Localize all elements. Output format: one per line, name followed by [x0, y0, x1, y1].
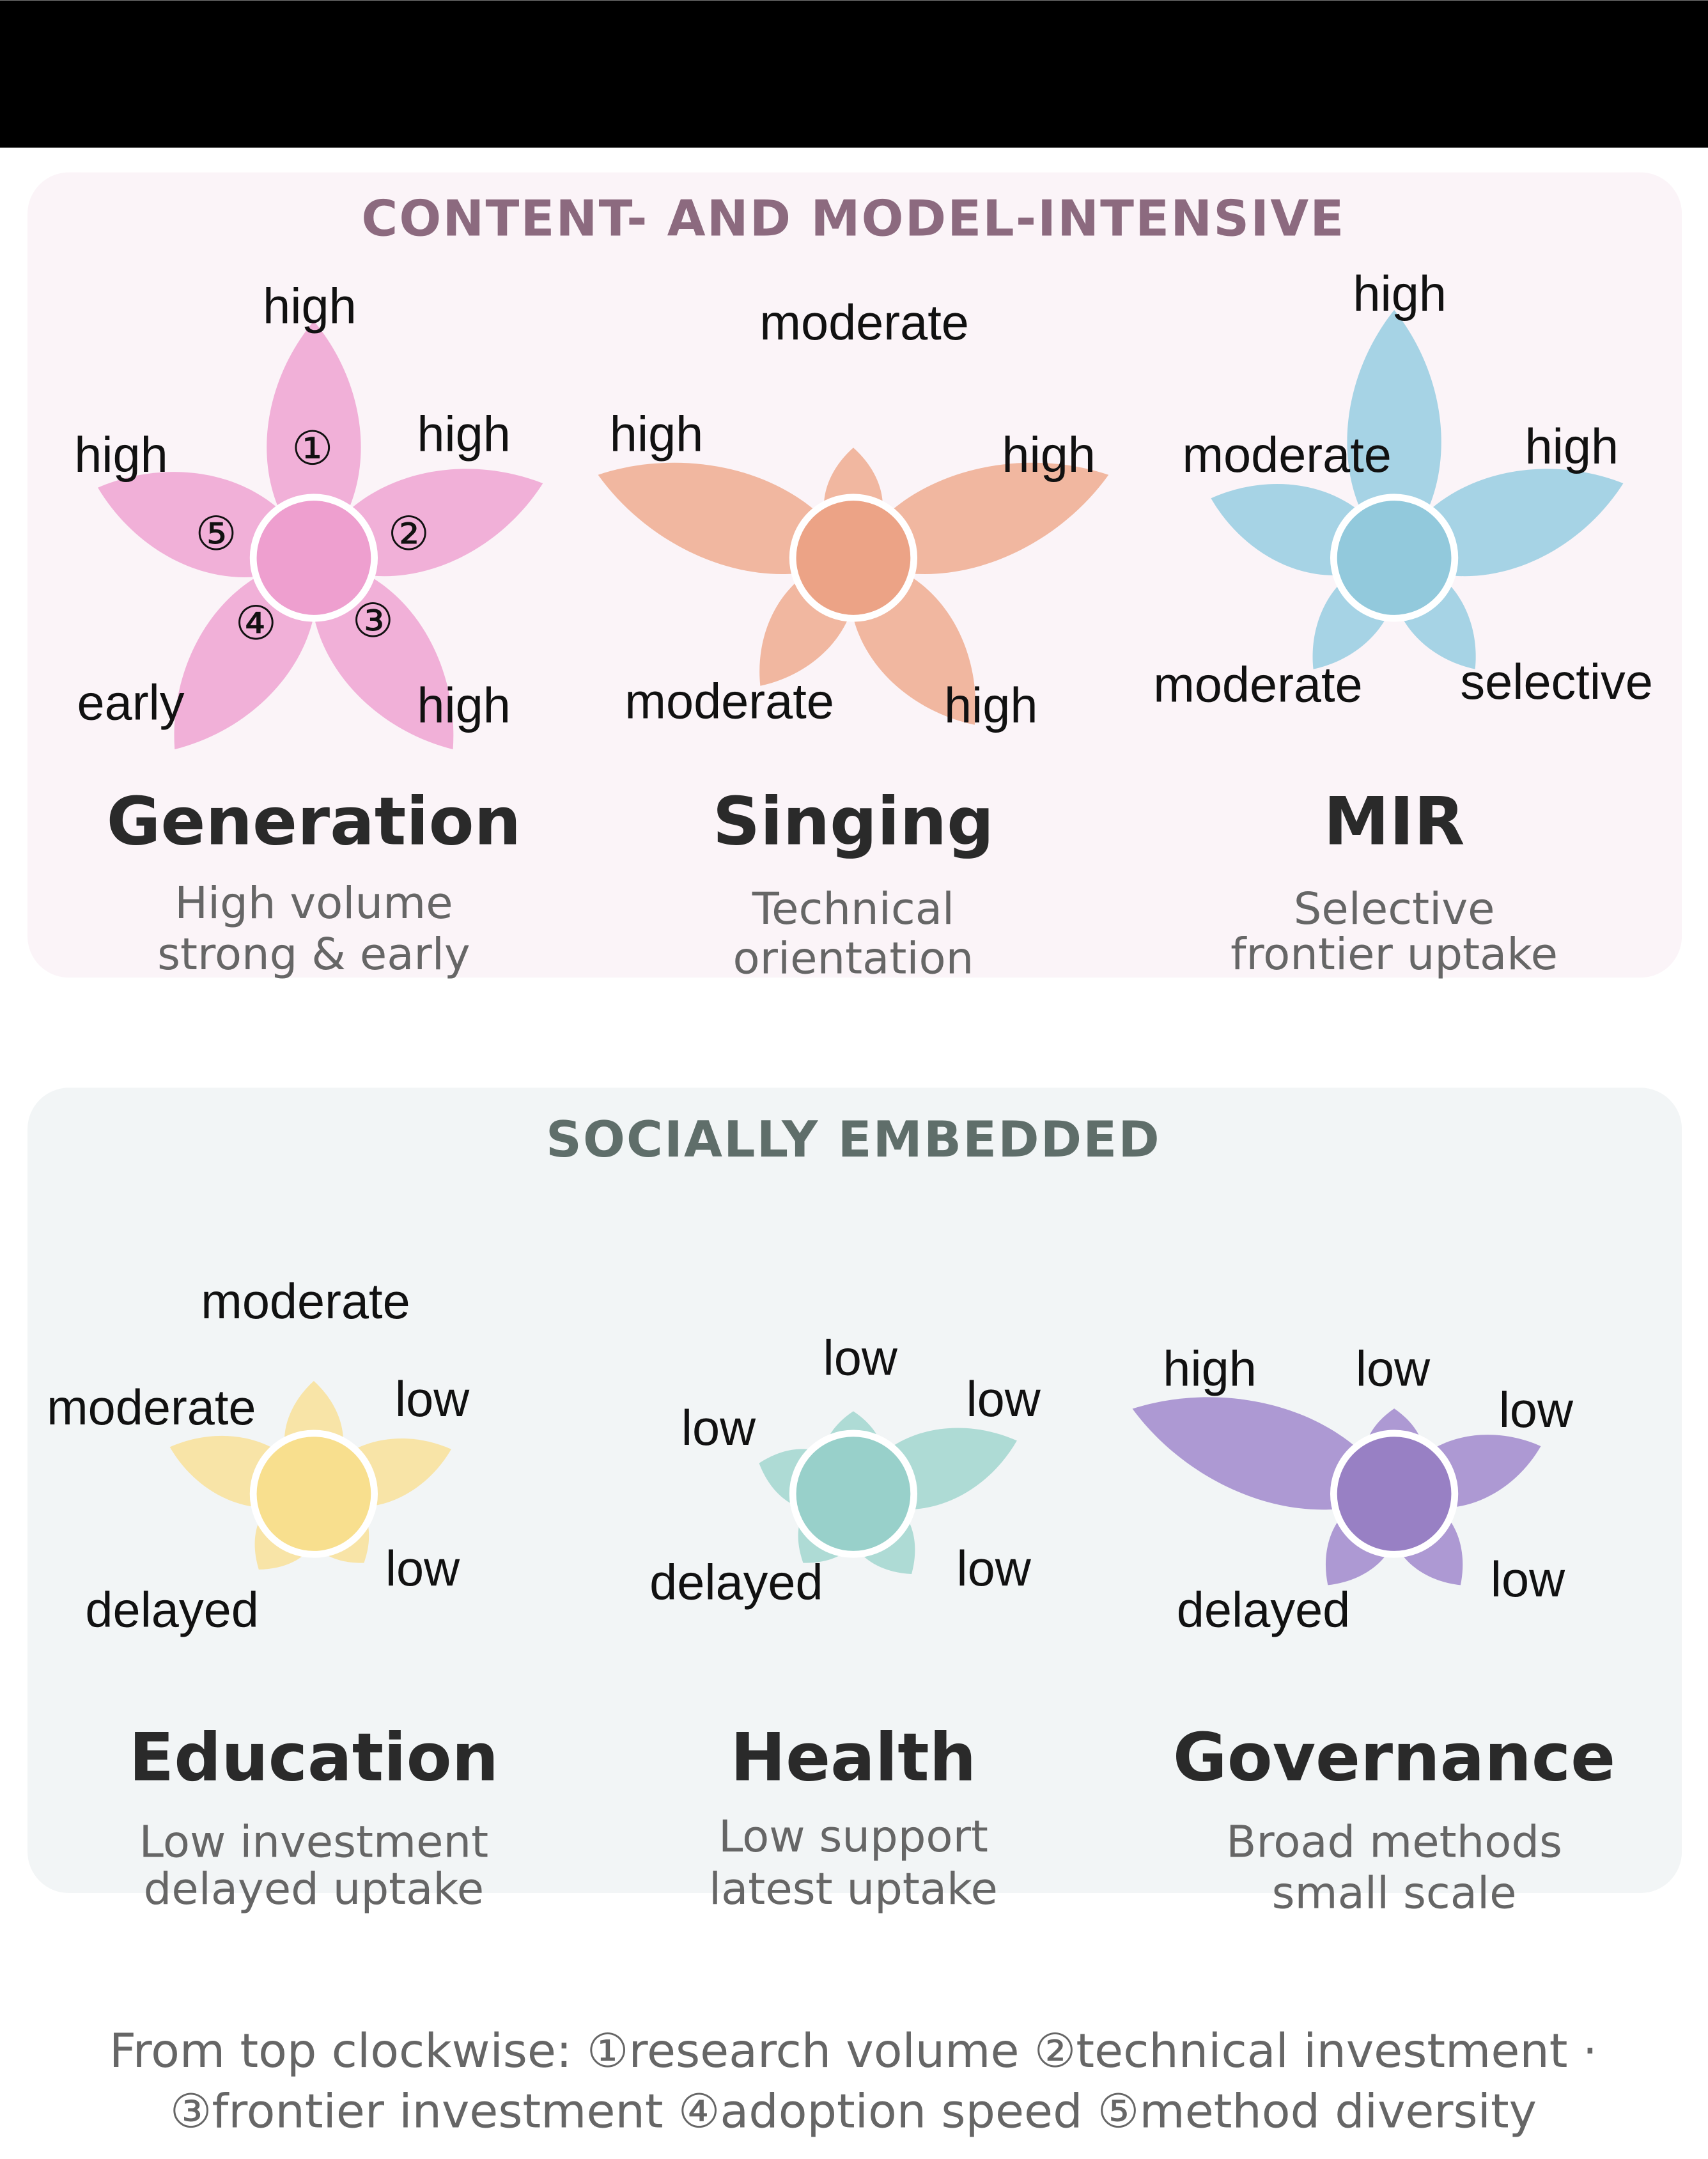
flower: [169, 1381, 451, 1570]
petal-label: low: [823, 1330, 898, 1385]
flower-name: Education: [129, 1720, 499, 1797]
flower-center: [249, 494, 378, 622]
petal-label: moderate: [759, 295, 968, 350]
flower-subtitle: orientation: [733, 933, 974, 984]
flower: [1211, 309, 1624, 669]
petal-label: moderate: [625, 674, 834, 729]
petal-label: moderate: [1153, 657, 1362, 712]
flower: [598, 448, 1109, 725]
petal-label: low: [1491, 1552, 1565, 1607]
petal-label: high: [1525, 419, 1619, 474]
top-bar: [0, 0, 1708, 148]
petal-label: moderate: [47, 1380, 256, 1435]
flower-name: MIR: [1324, 784, 1465, 861]
flower-subtitle: Low support: [718, 1811, 988, 1862]
flower-subtitle: Low investment: [139, 1817, 488, 1868]
petal-marker: ④: [235, 596, 277, 651]
petal-label: high: [74, 428, 168, 483]
petal-label: selective: [1460, 655, 1653, 710]
flower-subtitle: Selective: [1294, 884, 1495, 935]
flower: [1132, 1397, 1541, 1586]
flower-center: [1330, 494, 1459, 622]
flower: [759, 1411, 1017, 1575]
petal: [598, 462, 853, 574]
petal-label: low: [681, 1401, 756, 1456]
petal-label: high: [1002, 428, 1096, 483]
flower-subtitle: frontier uptake: [1231, 929, 1558, 980]
petal-label: moderate: [201, 1274, 410, 1329]
flower-center: [789, 1430, 918, 1558]
petal-label: low: [956, 1541, 1031, 1596]
petal-label: moderate: [1182, 428, 1391, 483]
petal-label: low: [1499, 1383, 1574, 1438]
flower-subtitle: small scale: [1272, 1867, 1517, 1919]
petal-label: high: [944, 678, 1038, 733]
petal-label: low: [385, 1541, 460, 1596]
flower: [98, 321, 543, 750]
petal-label: delayed: [1177, 1582, 1350, 1637]
flower-subtitle: latest uptake: [709, 1864, 998, 1915]
petal-label: low: [966, 1372, 1041, 1427]
flower-name: Singing: [713, 784, 994, 861]
petal-label: delayed: [85, 1582, 258, 1637]
flower-subtitle: Broad methods: [1226, 1817, 1562, 1868]
flower-center: [789, 494, 918, 622]
flower-name: Health: [731, 1720, 977, 1797]
petal: [1347, 309, 1441, 558]
petal: [1132, 1397, 1395, 1510]
section-heading: CONTENT- AND MODEL-INTENSIVE: [361, 191, 1345, 248]
legend-line: ③frontier investment ④adoption speed ⑤me…: [170, 2085, 1537, 2139]
petal: [853, 462, 1109, 574]
petal-label: delayed: [649, 1555, 823, 1610]
petal-label: low: [1356, 1342, 1431, 1397]
petal-label: high: [1163, 1342, 1257, 1397]
flower-subtitle: High volume: [175, 878, 453, 929]
petal-marker: ③: [352, 594, 394, 648]
petal-label: early: [77, 675, 185, 730]
section-heading: SOCIALLY EMBEDDED: [546, 1111, 1161, 1169]
flower-center: [249, 1430, 378, 1558]
petal-label: high: [263, 279, 357, 334]
petal-label: high: [417, 407, 511, 462]
petal-marker: ②: [388, 507, 430, 561]
petal-marker: ①: [291, 422, 334, 476]
petal-label: high: [610, 407, 704, 462]
petal-label: low: [395, 1372, 470, 1427]
flower-name: Generation: [107, 784, 522, 861]
flower-subtitle: Technical: [752, 884, 954, 935]
flower-subtitle: strong & early: [157, 929, 470, 980]
flower-center: [1330, 1430, 1459, 1558]
petal-label: high: [417, 678, 511, 733]
legend-line: From top clockwise: ①research volume ②te…: [109, 2024, 1597, 2078]
flower-name: Governance: [1173, 1720, 1615, 1797]
petal-label: high: [1353, 267, 1447, 322]
petal-marker: ⑤: [195, 507, 237, 561]
flower-subtitle: delayed uptake: [144, 1864, 485, 1915]
